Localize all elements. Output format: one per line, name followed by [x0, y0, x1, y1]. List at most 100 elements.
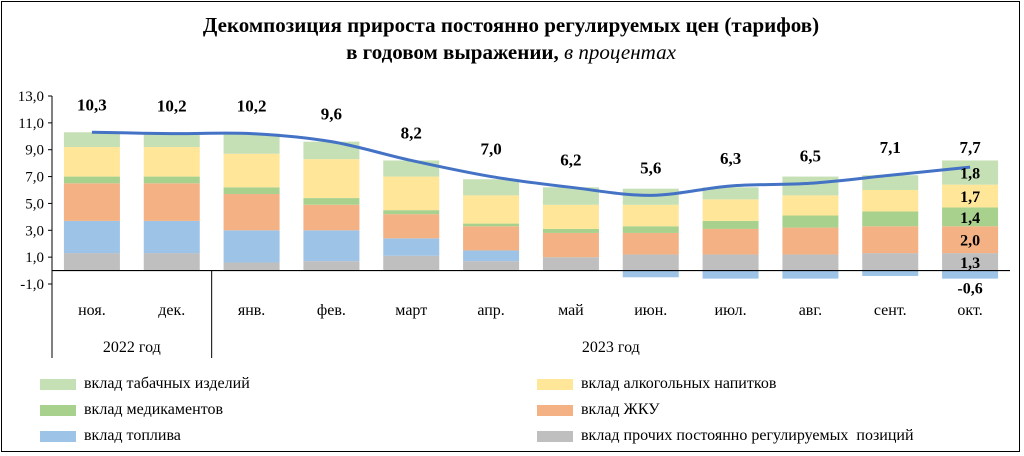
bar-segment [942, 207, 999, 227]
bar-segment [463, 179, 520, 196]
bar-segment [782, 215, 839, 228]
bar-segment [303, 261, 360, 271]
bar-segment [542, 187, 599, 205]
bar-segment [622, 270, 679, 278]
bar-segment [782, 176, 839, 196]
y-tick-label: 11,0 [18, 116, 44, 132]
bar-segment [622, 226, 679, 233]
bar-segment [143, 183, 200, 221]
x-tick-label: май [558, 302, 584, 319]
legend-swatch [40, 378, 76, 390]
bar-segment [303, 198, 360, 205]
bar-segment [702, 187, 759, 200]
legend-item: вклад алкогольных напитков [537, 374, 776, 394]
bar-segment [782, 195, 839, 216]
bar-segment [63, 132, 120, 148]
bar-segment [143, 253, 200, 271]
chart-title-unit: в процентах [564, 40, 676, 64]
legend-swatch [40, 404, 76, 416]
legend-label: вклад прочих постоянно регулируемых пози… [581, 427, 914, 444]
bar-segment [702, 199, 759, 221]
bar-segment [303, 159, 360, 199]
bar-segment [63, 176, 120, 184]
bar-segment [463, 250, 520, 262]
x-tick-label: дек. [158, 302, 185, 319]
bar-segment [942, 253, 999, 271]
x-tick-label: июн. [634, 302, 667, 319]
bar-segment [542, 228, 599, 233]
bar-segment [303, 204, 360, 231]
y-tick-label: 9,0 [25, 143, 44, 159]
bar-segment [622, 254, 679, 271]
chart-title-line2: в годовом выражении, в процентах [0, 39, 1022, 66]
segment-label: 1,8 [960, 166, 980, 183]
legend-swatch [40, 430, 76, 442]
bar-segment [463, 195, 520, 224]
legend-label: вклад ЖКУ [581, 401, 660, 418]
total-label: 7,1 [880, 138, 901, 157]
x-tick-label: сент. [874, 302, 907, 319]
bar-segment [143, 176, 200, 184]
total-label: 6,5 [800, 146, 821, 165]
y-tick-label: 7,0 [25, 170, 44, 186]
bar-segment [782, 270, 839, 279]
bar-segment [542, 257, 599, 271]
legend-swatch [537, 378, 573, 390]
bar-segment [782, 227, 839, 255]
bar-segment [383, 210, 440, 215]
bar-segment [63, 220, 120, 254]
legend-swatch [537, 430, 573, 442]
bar-segment [463, 261, 520, 271]
bar-segment [63, 253, 120, 271]
bar-segment [143, 220, 200, 254]
bar-segment [223, 194, 280, 231]
bar-segment [862, 190, 919, 212]
segment-label: 2,0 [960, 233, 980, 250]
bar-segment [862, 226, 919, 254]
bar-segment [383, 255, 440, 271]
legend-item: вклад ЖКУ [537, 400, 660, 420]
bar-segment [942, 184, 999, 208]
bar-segment [143, 147, 200, 177]
total-label: 10,3 [77, 95, 107, 114]
bar-segment [63, 147, 120, 177]
year-label-2023: 2023 год [582, 339, 640, 356]
bar-segment [542, 204, 599, 229]
bar-segment [143, 133, 200, 148]
bar-segment [63, 183, 120, 221]
bar-segment [942, 226, 999, 254]
total-label: 10,2 [157, 97, 187, 116]
legend-label: вклад медикаментов [84, 401, 224, 418]
bar-segment [463, 223, 520, 227]
bar-segment [223, 133, 280, 154]
bar-segment [303, 230, 360, 262]
bar-segment [463, 226, 520, 251]
total-label: 6,3 [720, 149, 741, 168]
x-tick-label: апр. [477, 302, 504, 319]
total-label: 5,6 [640, 158, 661, 177]
legend-item: вклад топлива [40, 426, 181, 446]
bar-segment [942, 270, 999, 279]
x-tick-label: март [395, 302, 427, 319]
total-label: 7,0 [480, 140, 501, 159]
segment-label: -0,6 [957, 281, 982, 298]
x-tick-label: авг. [799, 302, 822, 319]
bar-segment [223, 230, 280, 263]
segment-label: 1,7 [960, 189, 980, 206]
x-tick-label: окт. [957, 302, 982, 319]
bar-segment [622, 204, 679, 227]
total-label: 6,2 [560, 150, 581, 169]
x-tick-label: июл. [715, 302, 747, 319]
segment-label: 1,3 [960, 255, 980, 272]
legend-label: вклад алкогольных напитков [581, 375, 777, 392]
legend-label: вклад топлива [84, 427, 181, 444]
bar-segment [303, 141, 360, 160]
legend-item: вклад медикаментов [40, 400, 223, 420]
total-label: 8,2 [401, 123, 422, 142]
y-tick-label: 5,0 [25, 196, 44, 212]
x-tick-label: фев. [317, 302, 346, 319]
bar-segment [862, 175, 919, 190]
bar-segment [383, 176, 440, 211]
total-line [91, 130, 971, 197]
